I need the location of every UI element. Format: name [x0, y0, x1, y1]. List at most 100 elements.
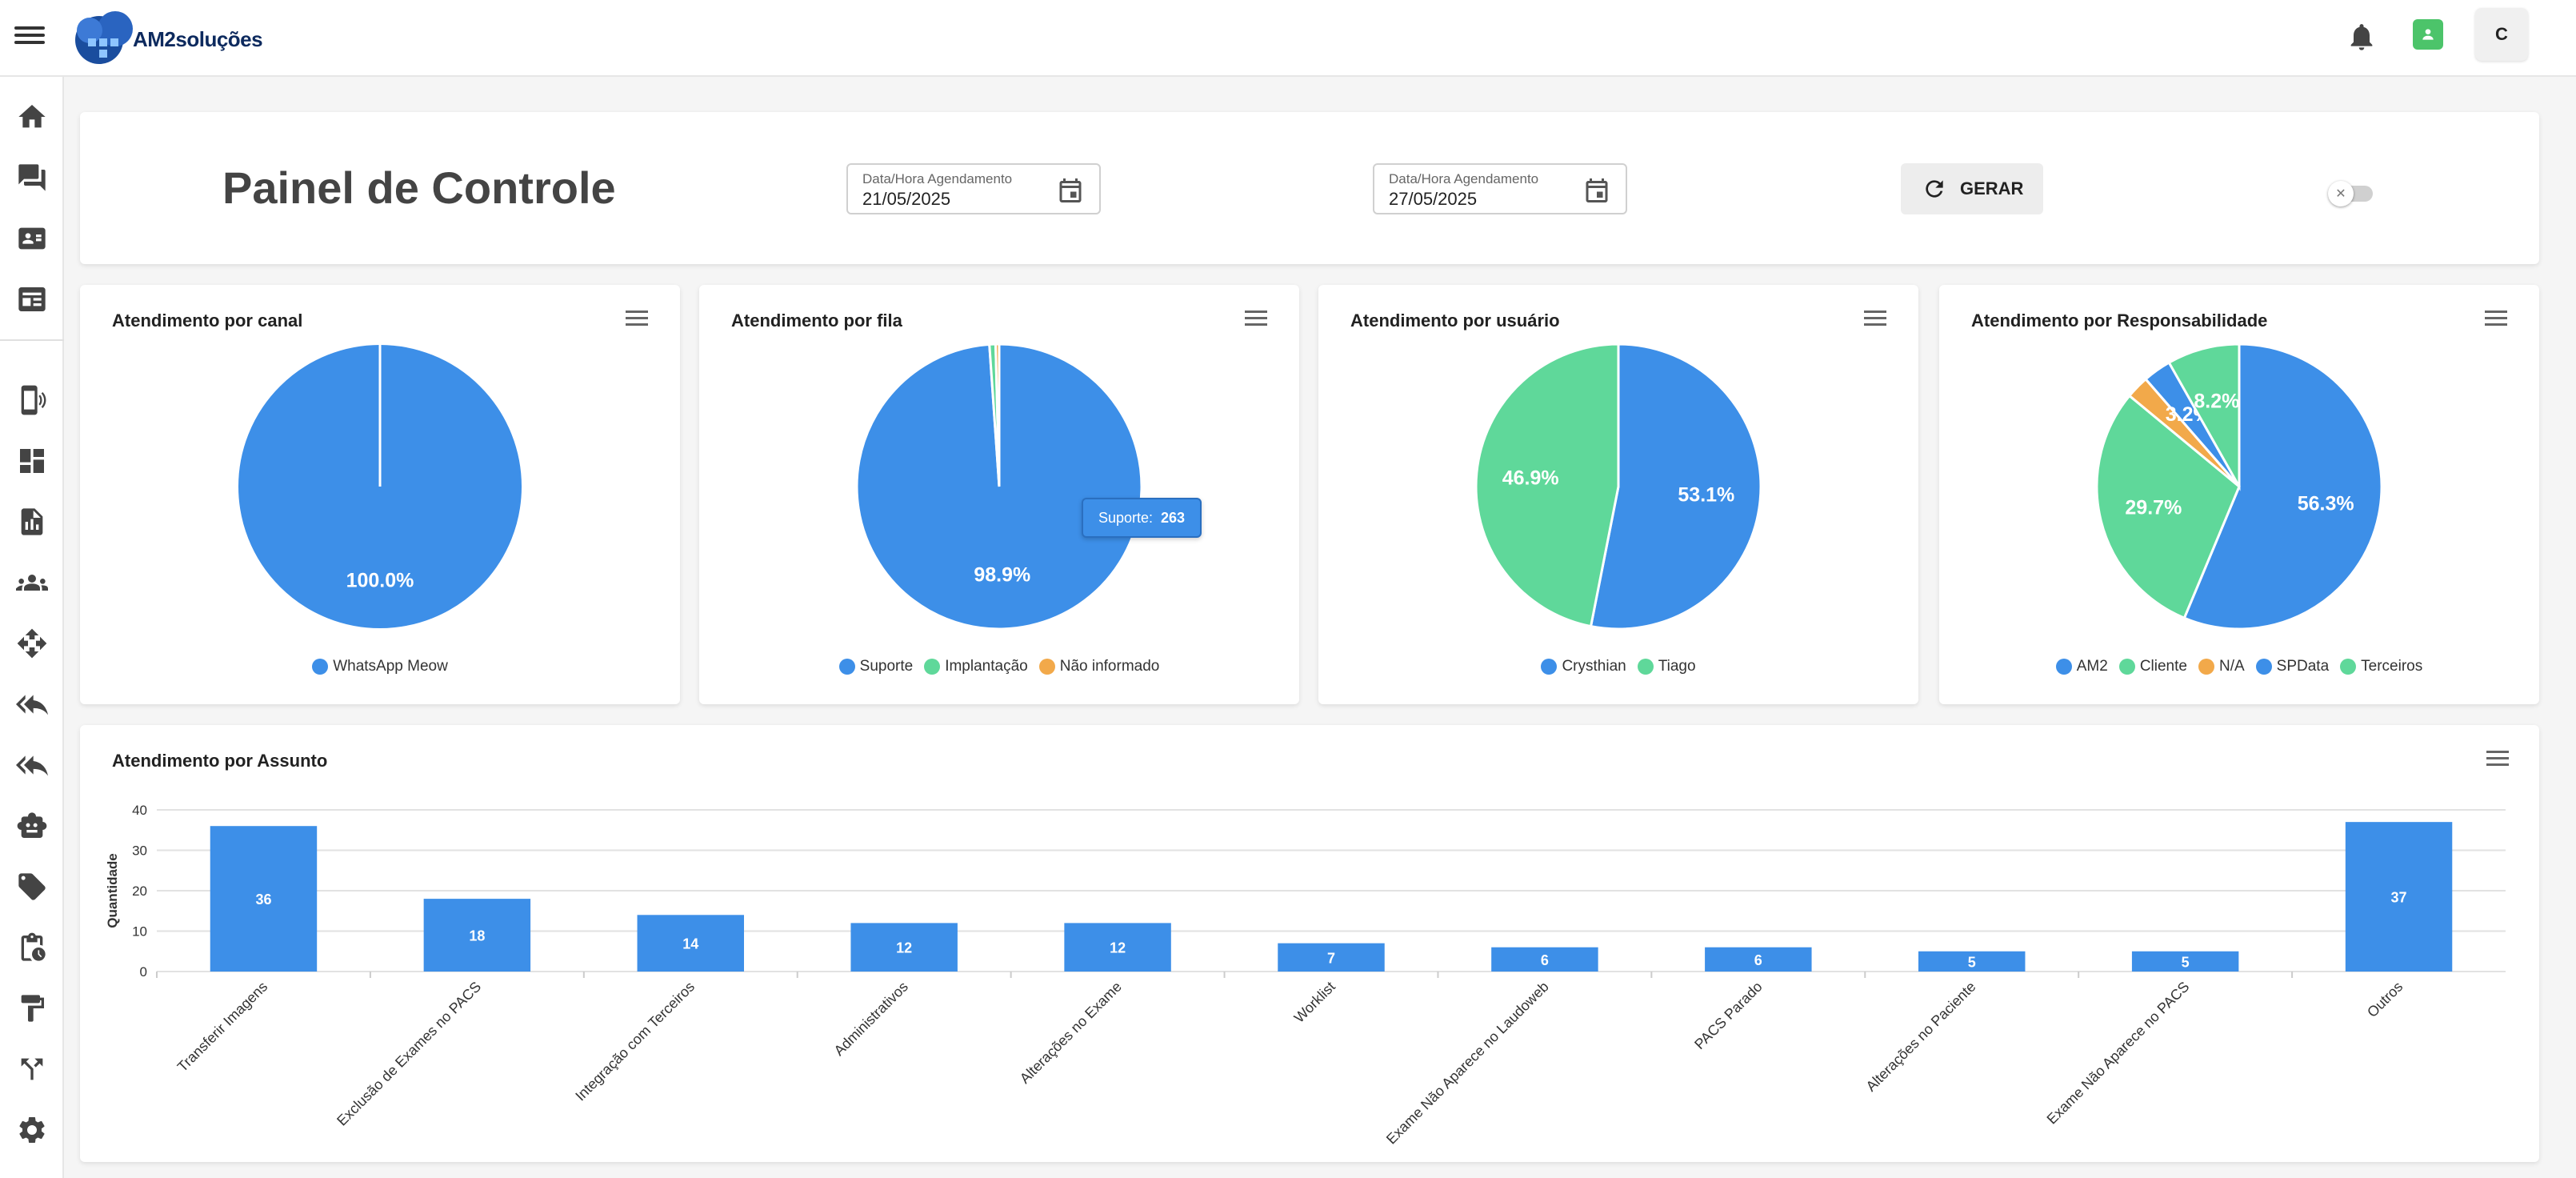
reply-all-icon[interactable] [16, 688, 48, 720]
date-start-label: Data/Hora Agendamento [862, 171, 1013, 186]
legend-item[interactable]: Suporte [838, 658, 913, 675]
legend-item[interactable]: AM2 [2055, 658, 2108, 675]
report-icon[interactable] [16, 506, 48, 538]
tooltip-value: 263 [1161, 509, 1186, 526]
pie-slice[interactable] [1474, 343, 1620, 628]
chart-menu-icon[interactable] [626, 311, 648, 330]
settings-gear-icon[interactable] [16, 1114, 48, 1146]
newspaper-icon[interactable] [16, 283, 48, 315]
pie-slice[interactable] [1589, 343, 1762, 631]
home-icon[interactable] [16, 101, 48, 133]
legend-item[interactable]: Tiago [1637, 658, 1696, 675]
pie-slice[interactable] [2095, 394, 2241, 620]
chart-menu-icon[interactable] [1864, 311, 1886, 330]
app-logo[interactable]: AM2soluções [66, 3, 263, 70]
legend-item[interactable]: Não informado [1038, 658, 1160, 675]
legend-item[interactable]: Crysthian [1541, 658, 1626, 675]
reply-all-alt-icon[interactable] [16, 749, 48, 781]
generate-button[interactable]: GERAR [1901, 163, 2043, 214]
chart-title: Atendimento por canal [112, 311, 303, 331]
pie-slice[interactable] [2182, 343, 2383, 631]
legend-item[interactable]: SPData [2255, 658, 2329, 675]
users-group-icon[interactable] [16, 567, 48, 599]
legend-label: Crysthian [1562, 658, 1626, 675]
robot-icon[interactable] [16, 810, 48, 842]
chart-legend: AM2 Cliente N/A SPData Terceiros [1939, 658, 2539, 675]
sidebar [0, 77, 64, 1178]
tag-icon[interactable] [16, 871, 48, 903]
bar[interactable] [1918, 951, 2026, 972]
chart-card-canal: Atendimento por canal 100.0% WhatsApp Me… [80, 285, 680, 704]
paint-roller-icon[interactable] [16, 992, 48, 1024]
chart-title: Atendimento por Assunto [112, 751, 328, 771]
user-avatar[interactable]: C [2475, 8, 2528, 61]
date-start-value[interactable]: 21/05/2025 [862, 189, 951, 209]
dashboard-icon[interactable] [16, 445, 48, 477]
date-end-value[interactable]: 27/05/2025 [1389, 189, 1478, 209]
x-tick-label: Integração com Terceiros [572, 979, 698, 1104]
chart-menu-icon[interactable] [2486, 751, 2509, 770]
chart-title: Atendimento por Responsabilidade [1971, 311, 2268, 331]
user-status-icon[interactable] [2413, 19, 2443, 50]
toggle-switch[interactable]: ✕ [2328, 181, 2376, 206]
legend-dot [924, 659, 941, 675]
merge-icon[interactable] [16, 1053, 48, 1085]
chart-card-usuario: Atendimento por usuário 53.1% 46.9% Cryst… [1318, 285, 1918, 704]
logo-text: AM2soluções [133, 27, 263, 51]
chart-title: Atendimento por usuário [1350, 311, 1560, 331]
pie-chart-usuario: 53.1% 46.9% [1474, 343, 1762, 631]
slice-label: 29.7% [2125, 496, 2182, 519]
chart-legend: WhatsApp Meow [80, 658, 680, 675]
pie-slice[interactable] [2167, 343, 2241, 491]
legend-item[interactable]: Implantação [924, 658, 1028, 675]
bar[interactable] [1705, 947, 1812, 972]
bar[interactable] [637, 915, 744, 972]
legend-label: Não informado [1059, 658, 1160, 675]
chat-icon[interactable] [16, 162, 48, 194]
y-tick-label: 0 [140, 964, 147, 980]
top-bar: AM2soluções C [0, 0, 2576, 77]
pie-slice[interactable] [994, 343, 1001, 487]
bar[interactable] [850, 923, 958, 972]
bar[interactable] [210, 826, 318, 972]
x-tick-label: Outros [2364, 979, 2406, 1020]
chart-menu-icon[interactable] [1245, 311, 1267, 330]
move-arrows-icon[interactable] [16, 627, 48, 659]
legend-label: Terceiros [2361, 658, 2423, 675]
bar-value-label: 12 [896, 940, 912, 956]
legend-dot [1038, 659, 1055, 675]
date-end-label: Data/Hora Agendamento [1389, 171, 1539, 186]
legend-dot [2255, 659, 2272, 675]
contact-card-icon[interactable] [16, 222, 48, 254]
bar[interactable] [1278, 943, 1385, 972]
legend-item[interactable]: Cliente [2118, 658, 2187, 675]
legend-label: WhatsApp Meow [333, 658, 448, 675]
bar[interactable] [423, 899, 531, 972]
calendar-icon[interactable] [1056, 176, 1085, 205]
chart-card-assunto: Atendimento por Assunto 0 10 20 30 40 Quantid… [80, 725, 2539, 1162]
chart-menu-icon[interactable] [2485, 311, 2507, 330]
legend-item[interactable]: Terceiros [2340, 658, 2422, 675]
bar[interactable] [1491, 947, 1598, 972]
bar-value-label: 37 [2391, 890, 2407, 906]
date-start-field[interactable]: Data/Hora Agendamento 21/05/2025 [846, 163, 1101, 214]
bar[interactable] [1064, 923, 1171, 972]
legend-dot [1541, 659, 1558, 675]
menu-toggle-icon[interactable] [14, 22, 45, 54]
legend-dot [2118, 659, 2135, 675]
notifications-bell-icon[interactable] [2346, 21, 2378, 53]
calendar-icon[interactable] [1582, 176, 1611, 205]
refresh-icon [1926, 180, 1943, 198]
bar[interactable] [2131, 951, 2239, 972]
phone-integration-icon[interactable] [16, 384, 48, 416]
schedule-calendar-icon[interactable] [16, 932, 48, 964]
y-tick-label: 20 [132, 884, 147, 899]
date-end-field[interactable]: Data/Hora Agendamento 27/05/2025 [1373, 163, 1627, 214]
legend-dot [312, 659, 329, 675]
sidebar-divider [0, 339, 64, 341]
legend-item[interactable]: N/A [2198, 658, 2245, 675]
x-tick-label: Worklist [1291, 979, 1338, 1026]
legend-dot [1637, 659, 1654, 675]
legend-item[interactable]: WhatsApp Meow [312, 658, 448, 675]
bar[interactable] [2345, 822, 2453, 972]
